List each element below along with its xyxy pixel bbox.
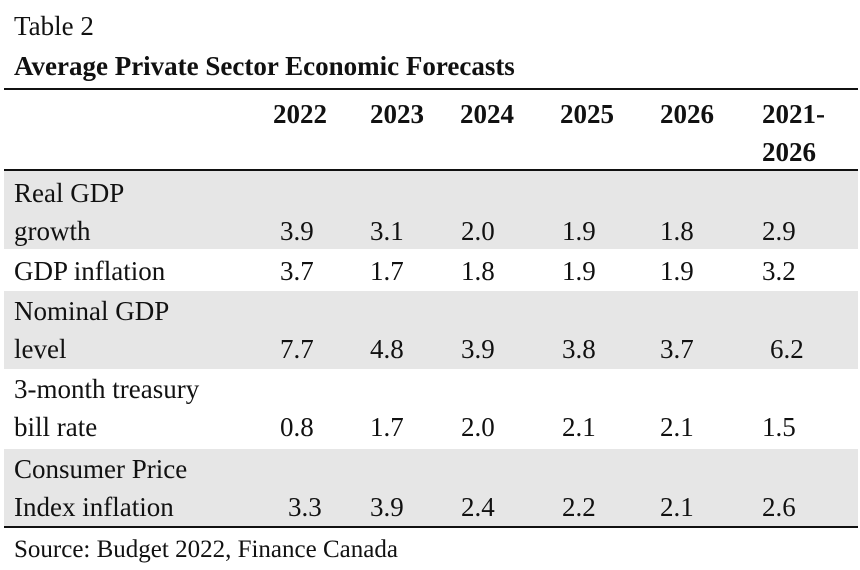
cell-value: 2.4	[461, 492, 495, 522]
row-label: bill rate	[14, 412, 98, 442]
cell-value: 1.9	[562, 216, 596, 246]
table-row: GDP inflation 3.7 1.7 1.8 1.9 1.9 3.2	[4, 249, 858, 289]
cell-value: 7.7	[280, 334, 314, 364]
table-row: Consumer Price Index inflation 3.3 3.9 2…	[4, 449, 858, 526]
cell-value: 1.8	[461, 256, 495, 286]
cell-value: 3.7	[660, 334, 694, 364]
cell-value: 1.9	[660, 256, 694, 286]
cell-value: 6.2	[770, 334, 804, 364]
cell-value: 3.7	[280, 256, 314, 286]
cell-value: 1.5	[762, 412, 796, 442]
cell-value: 3.2	[762, 256, 796, 286]
cell-value: 2.6	[762, 492, 796, 522]
cell-value: 4.8	[370, 334, 404, 364]
cell-value: 3.9	[461, 334, 495, 364]
cell-value: 3.9	[280, 216, 314, 246]
cell-value: 3.1	[370, 216, 404, 246]
column-header-range-end: 2026	[762, 137, 816, 167]
cell-value: 3.9	[370, 492, 404, 522]
table-bottom-rule	[4, 526, 858, 528]
cell-value: 2.2	[562, 492, 596, 522]
cell-value: 2.1	[660, 492, 694, 522]
cell-value: 3.3	[288, 492, 322, 522]
cell-value: 1.8	[660, 216, 694, 246]
cell-value: 3.8	[562, 334, 596, 364]
row-label: GDP inflation	[14, 256, 166, 286]
cell-value: 2.0	[461, 216, 495, 246]
row-label: growth	[14, 216, 91, 246]
table-title: Average Private Sector Economic Forecast…	[14, 51, 515, 81]
table-label: Table 2	[14, 11, 94, 41]
row-label: Nominal GDP	[14, 296, 170, 326]
cell-value: 2.0	[461, 412, 495, 442]
cell-value: 2.1	[562, 412, 596, 442]
cell-value: 1.7	[370, 256, 404, 286]
column-header-2022: 2022	[273, 99, 327, 129]
row-label: Consumer Price	[14, 454, 188, 484]
column-header-2024: 2024	[460, 99, 514, 129]
cell-value: 0.8	[280, 412, 314, 442]
row-label: Real GDP	[14, 178, 125, 208]
cell-value: 1.9	[562, 256, 596, 286]
table-row: Nominal GDP level 7.7 4.8 3.9 3.8 3.7 6.…	[4, 291, 858, 369]
source-note: Source: Budget 2022, Finance Canada	[14, 536, 398, 563]
column-header-2026: 2026	[660, 99, 714, 129]
column-header-2025: 2025	[560, 99, 614, 129]
row-label: level	[14, 334, 67, 364]
column-header-2023: 2023	[370, 99, 424, 129]
cell-value: 1.7	[370, 412, 404, 442]
column-header-range-start: 2021-	[762, 99, 825, 129]
table-header-rule	[4, 169, 858, 171]
table-row: Real GDP growth 3.9 3.1 2.0 1.9 1.8 2.9	[4, 171, 858, 249]
row-label: 3-month treasury	[14, 374, 200, 404]
row-label: Index inflation	[14, 492, 174, 522]
table-row: 3-month treasury bill rate 0.8 1.7 2.0 2…	[4, 369, 858, 447]
cell-value: 2.1	[660, 412, 694, 442]
cell-value: 2.9	[762, 216, 796, 246]
table-top-rule	[4, 88, 858, 90]
